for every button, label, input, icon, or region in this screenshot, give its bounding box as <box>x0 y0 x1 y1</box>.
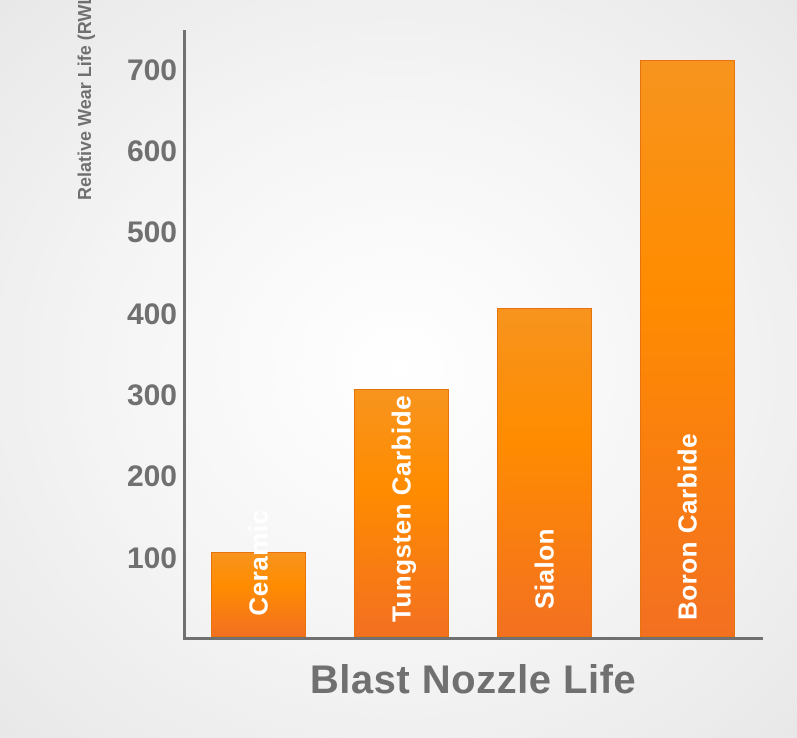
y-tick-label: 600 <box>97 135 177 169</box>
y-tick-label: 400 <box>97 298 177 332</box>
bar: Ceramic <box>211 552 306 637</box>
bar-label: Tungsten Carbide <box>386 395 417 622</box>
y-tick-label: 500 <box>97 216 177 250</box>
y-tick-label: 100 <box>97 542 177 576</box>
y-tick-label: 700 <box>97 54 177 88</box>
bar-label: Sialon <box>529 528 560 609</box>
bar: Sialon <box>497 308 592 637</box>
chart-title: Blast Nozzle Life <box>183 658 763 703</box>
bar-label: Ceramic <box>243 509 274 615</box>
bar-label: Boron Carbide <box>672 433 703 620</box>
bar: Boron Carbide <box>640 60 735 637</box>
bar: Tungsten Carbide <box>354 389 449 637</box>
y-tick-label: 200 <box>97 460 177 494</box>
plot-area: Ceramic Tungsten Carbide Sialon Boron Carbi… <box>183 30 763 640</box>
chart-container: Relative Wear Life (RWL) 100 200 300 400 500… <box>0 0 797 738</box>
y-axis-label: Relative Wear Life (RWL) <box>75 0 96 200</box>
y-tick-label: 300 <box>97 379 177 413</box>
